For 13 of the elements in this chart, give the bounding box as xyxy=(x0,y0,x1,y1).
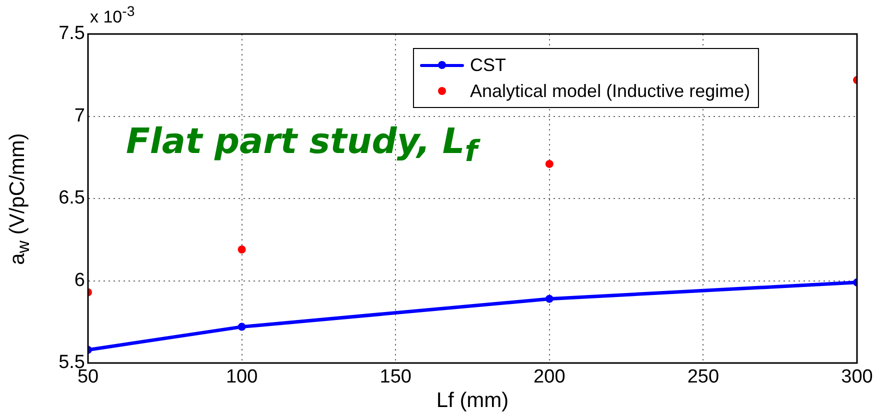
legend-label: Analytical model (Inductive regime) xyxy=(470,80,750,103)
y-tick-label: 7 xyxy=(74,105,85,126)
y-tick-label: 6.5 xyxy=(58,188,85,209)
y-tick-label: 7.5 xyxy=(58,23,85,44)
legend-label: CST xyxy=(470,54,506,77)
text: x 10$^{-3}$ xyxy=(90,4,135,28)
y-tick-label: 6 xyxy=(74,270,85,291)
x-tick-label: 150 xyxy=(380,366,412,388)
x-tick-label: 250 xyxy=(687,366,720,388)
x-tick-label: 300 xyxy=(841,366,873,388)
x-tick-label: 100 xyxy=(226,366,258,388)
x-axis-title: Lf (mm) xyxy=(436,389,509,412)
x-tick-label: 200 xyxy=(534,366,566,388)
